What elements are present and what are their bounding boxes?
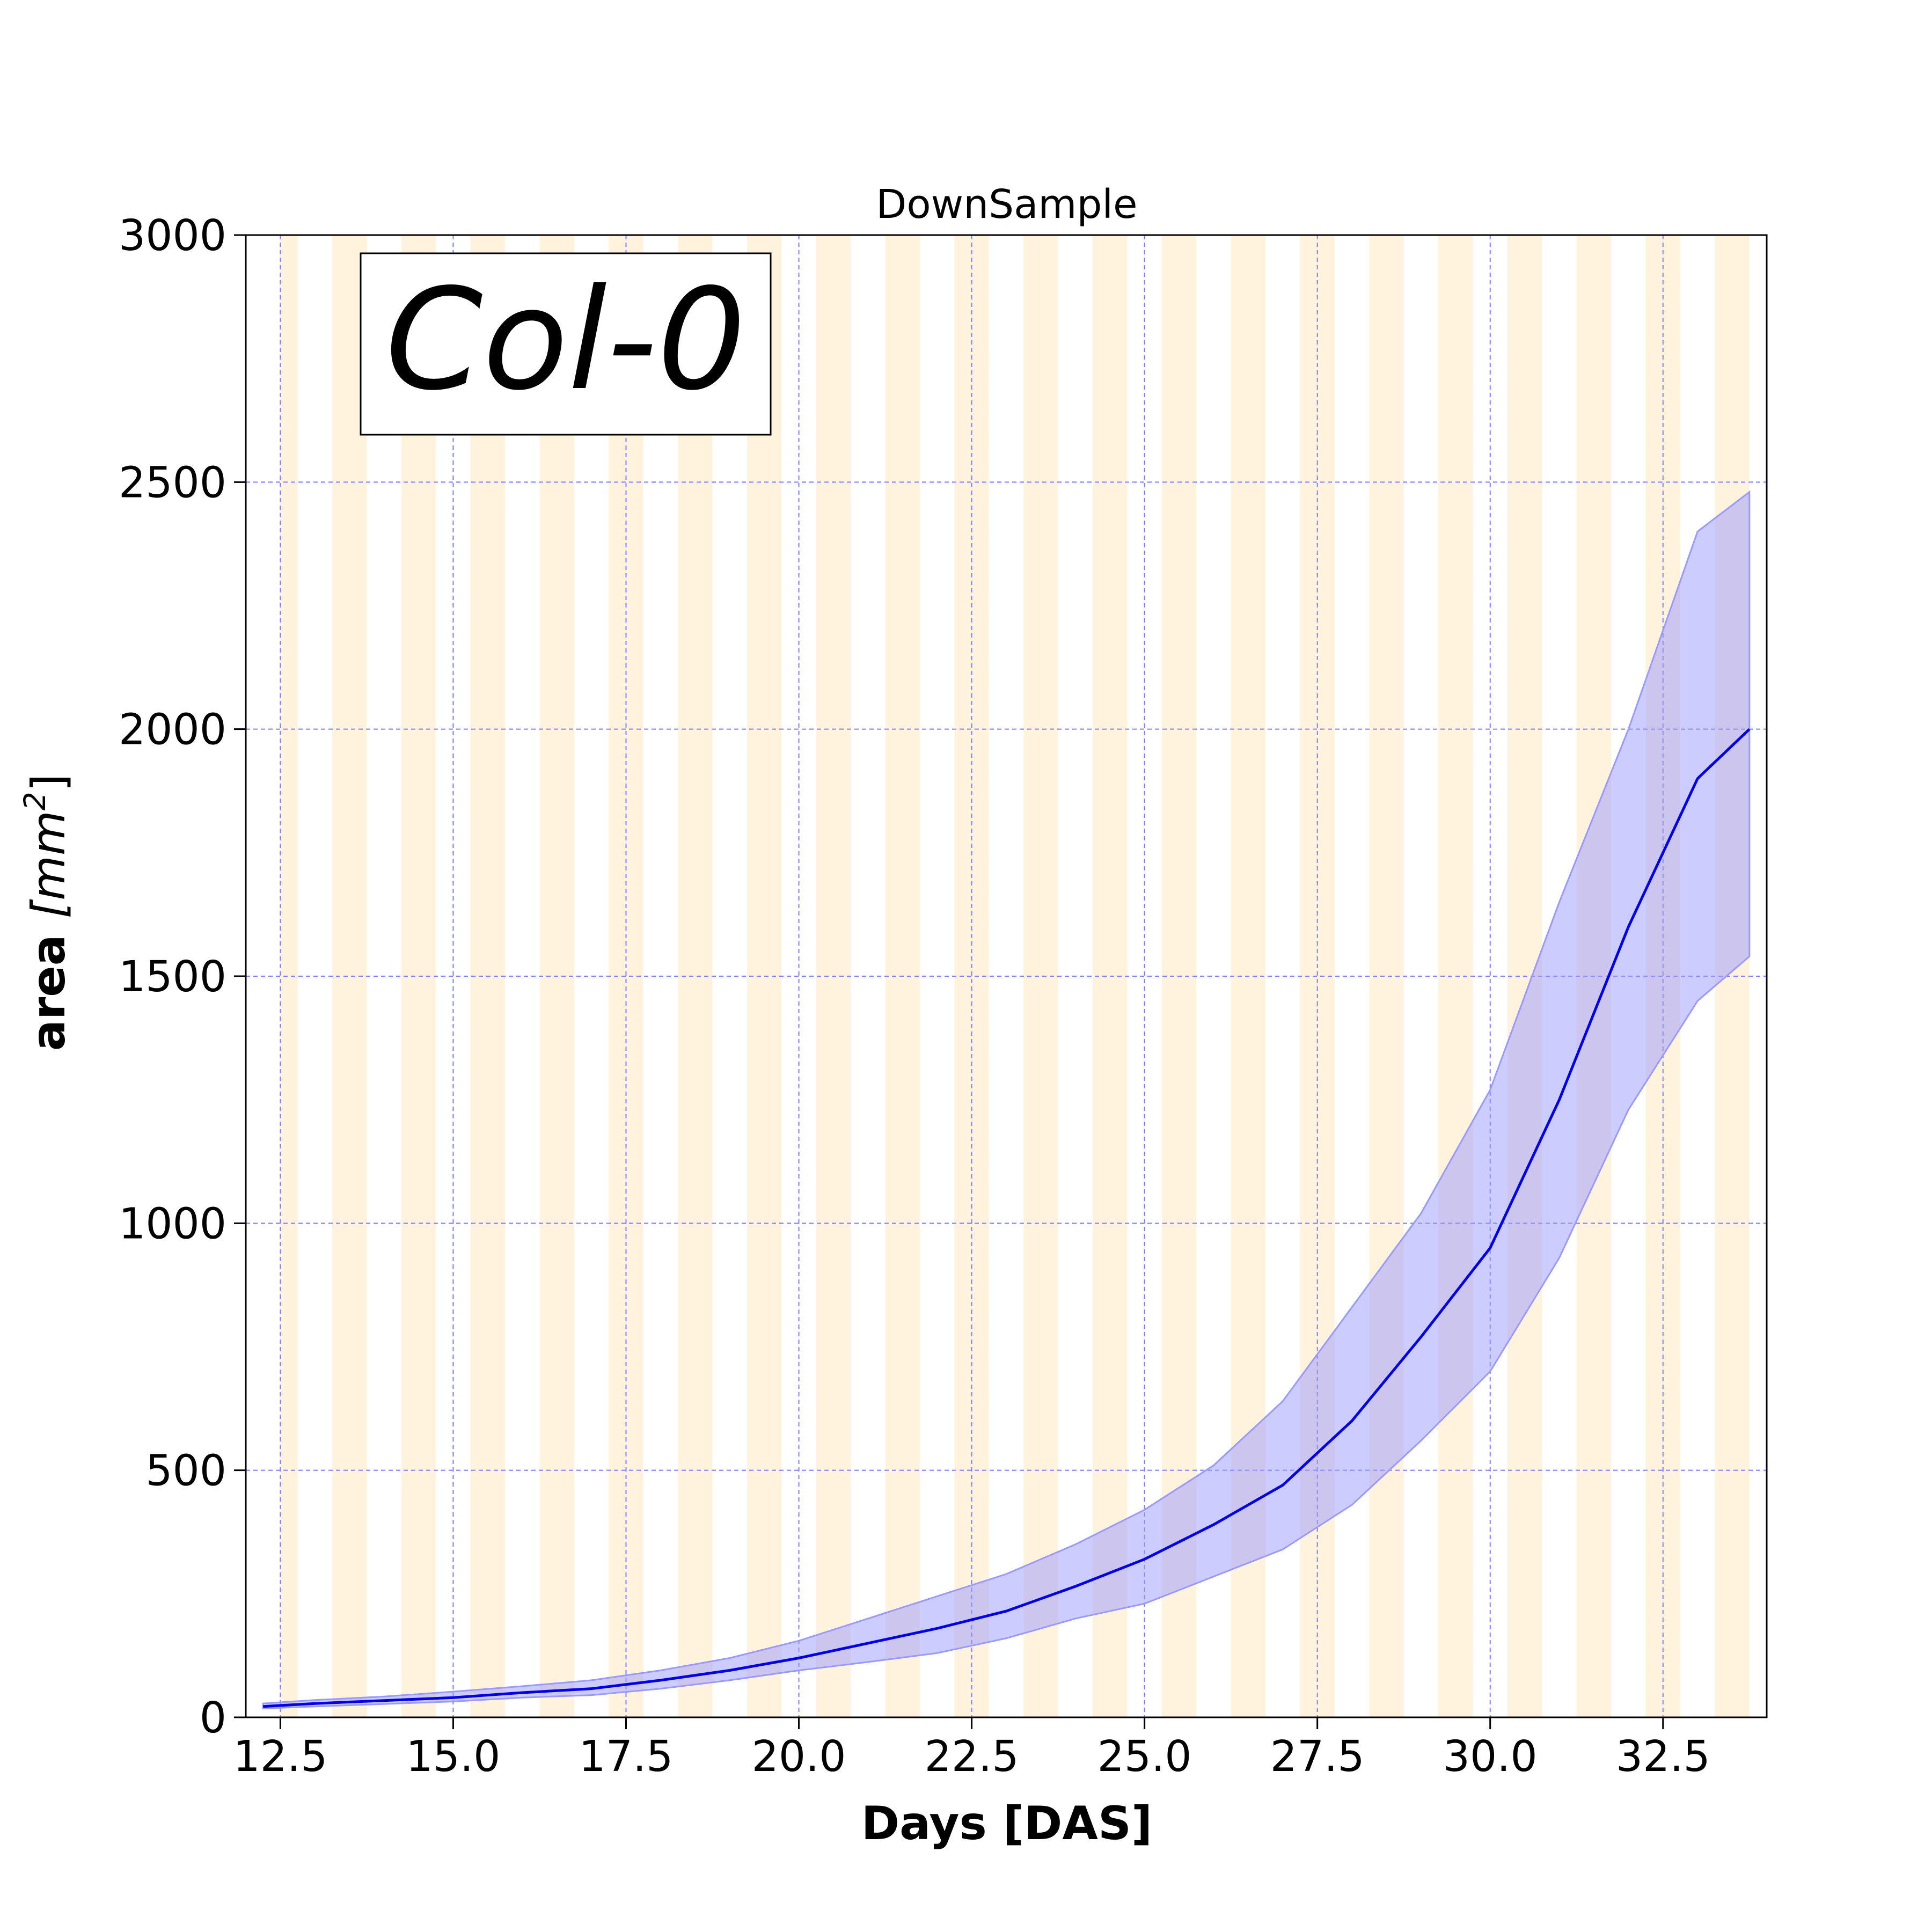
y-tick-label: 0	[200, 1693, 226, 1743]
x-tick-label: 32.5	[1616, 1732, 1710, 1781]
y-axis-title-superscript: 2	[18, 792, 52, 810]
y-tick-label: 3000	[119, 211, 226, 260]
annotation-box-frame	[360, 252, 772, 436]
x-tick-label: 25.0	[1097, 1732, 1192, 1781]
x-tick-label: 27.5	[1270, 1732, 1365, 1781]
y-tick-label: 2000	[119, 705, 226, 755]
y-axis-title: area [mm2]	[18, 774, 76, 1051]
annotation-label: Col-0	[385, 259, 746, 421]
y-tick-label: 1500	[119, 952, 226, 1001]
x-tick-label: 12.5	[233, 1732, 327, 1781]
y-tick-label: 500	[145, 1446, 226, 1496]
x-tick-label: 20.0	[752, 1732, 846, 1781]
x-tick-label: 15.0	[406, 1732, 501, 1781]
y-axis-title-unit: [mm	[22, 810, 76, 918]
x-axis-ticks: 12.5 15.0 17.5 20.0 22.5 25.0 27.5 30.0 32.5	[233, 1717, 1710, 1781]
plot-area	[246, 235, 1767, 1717]
x-axis-title: Days [DAS]	[861, 1797, 1152, 1850]
y-axis-title-close: ]	[22, 774, 76, 792]
std-band	[262, 490, 1751, 1709]
annotation-box: Col-0	[360, 252, 772, 436]
x-tick-label: 30.0	[1443, 1732, 1538, 1781]
mean-series-line	[263, 728, 1751, 1708]
x-tick-label: 22.5	[925, 1732, 1019, 1781]
chart-title: DownSample	[876, 181, 1137, 228]
y-tick-label: 1000	[119, 1199, 226, 1248]
x-tick-label: 17.5	[579, 1732, 674, 1781]
y-axis-ticks: 0 500 1000 1500 2000 2500 3000	[119, 211, 246, 1743]
y-tick-label: 2500	[119, 458, 226, 507]
y-axis-title-main: area	[22, 918, 76, 1051]
